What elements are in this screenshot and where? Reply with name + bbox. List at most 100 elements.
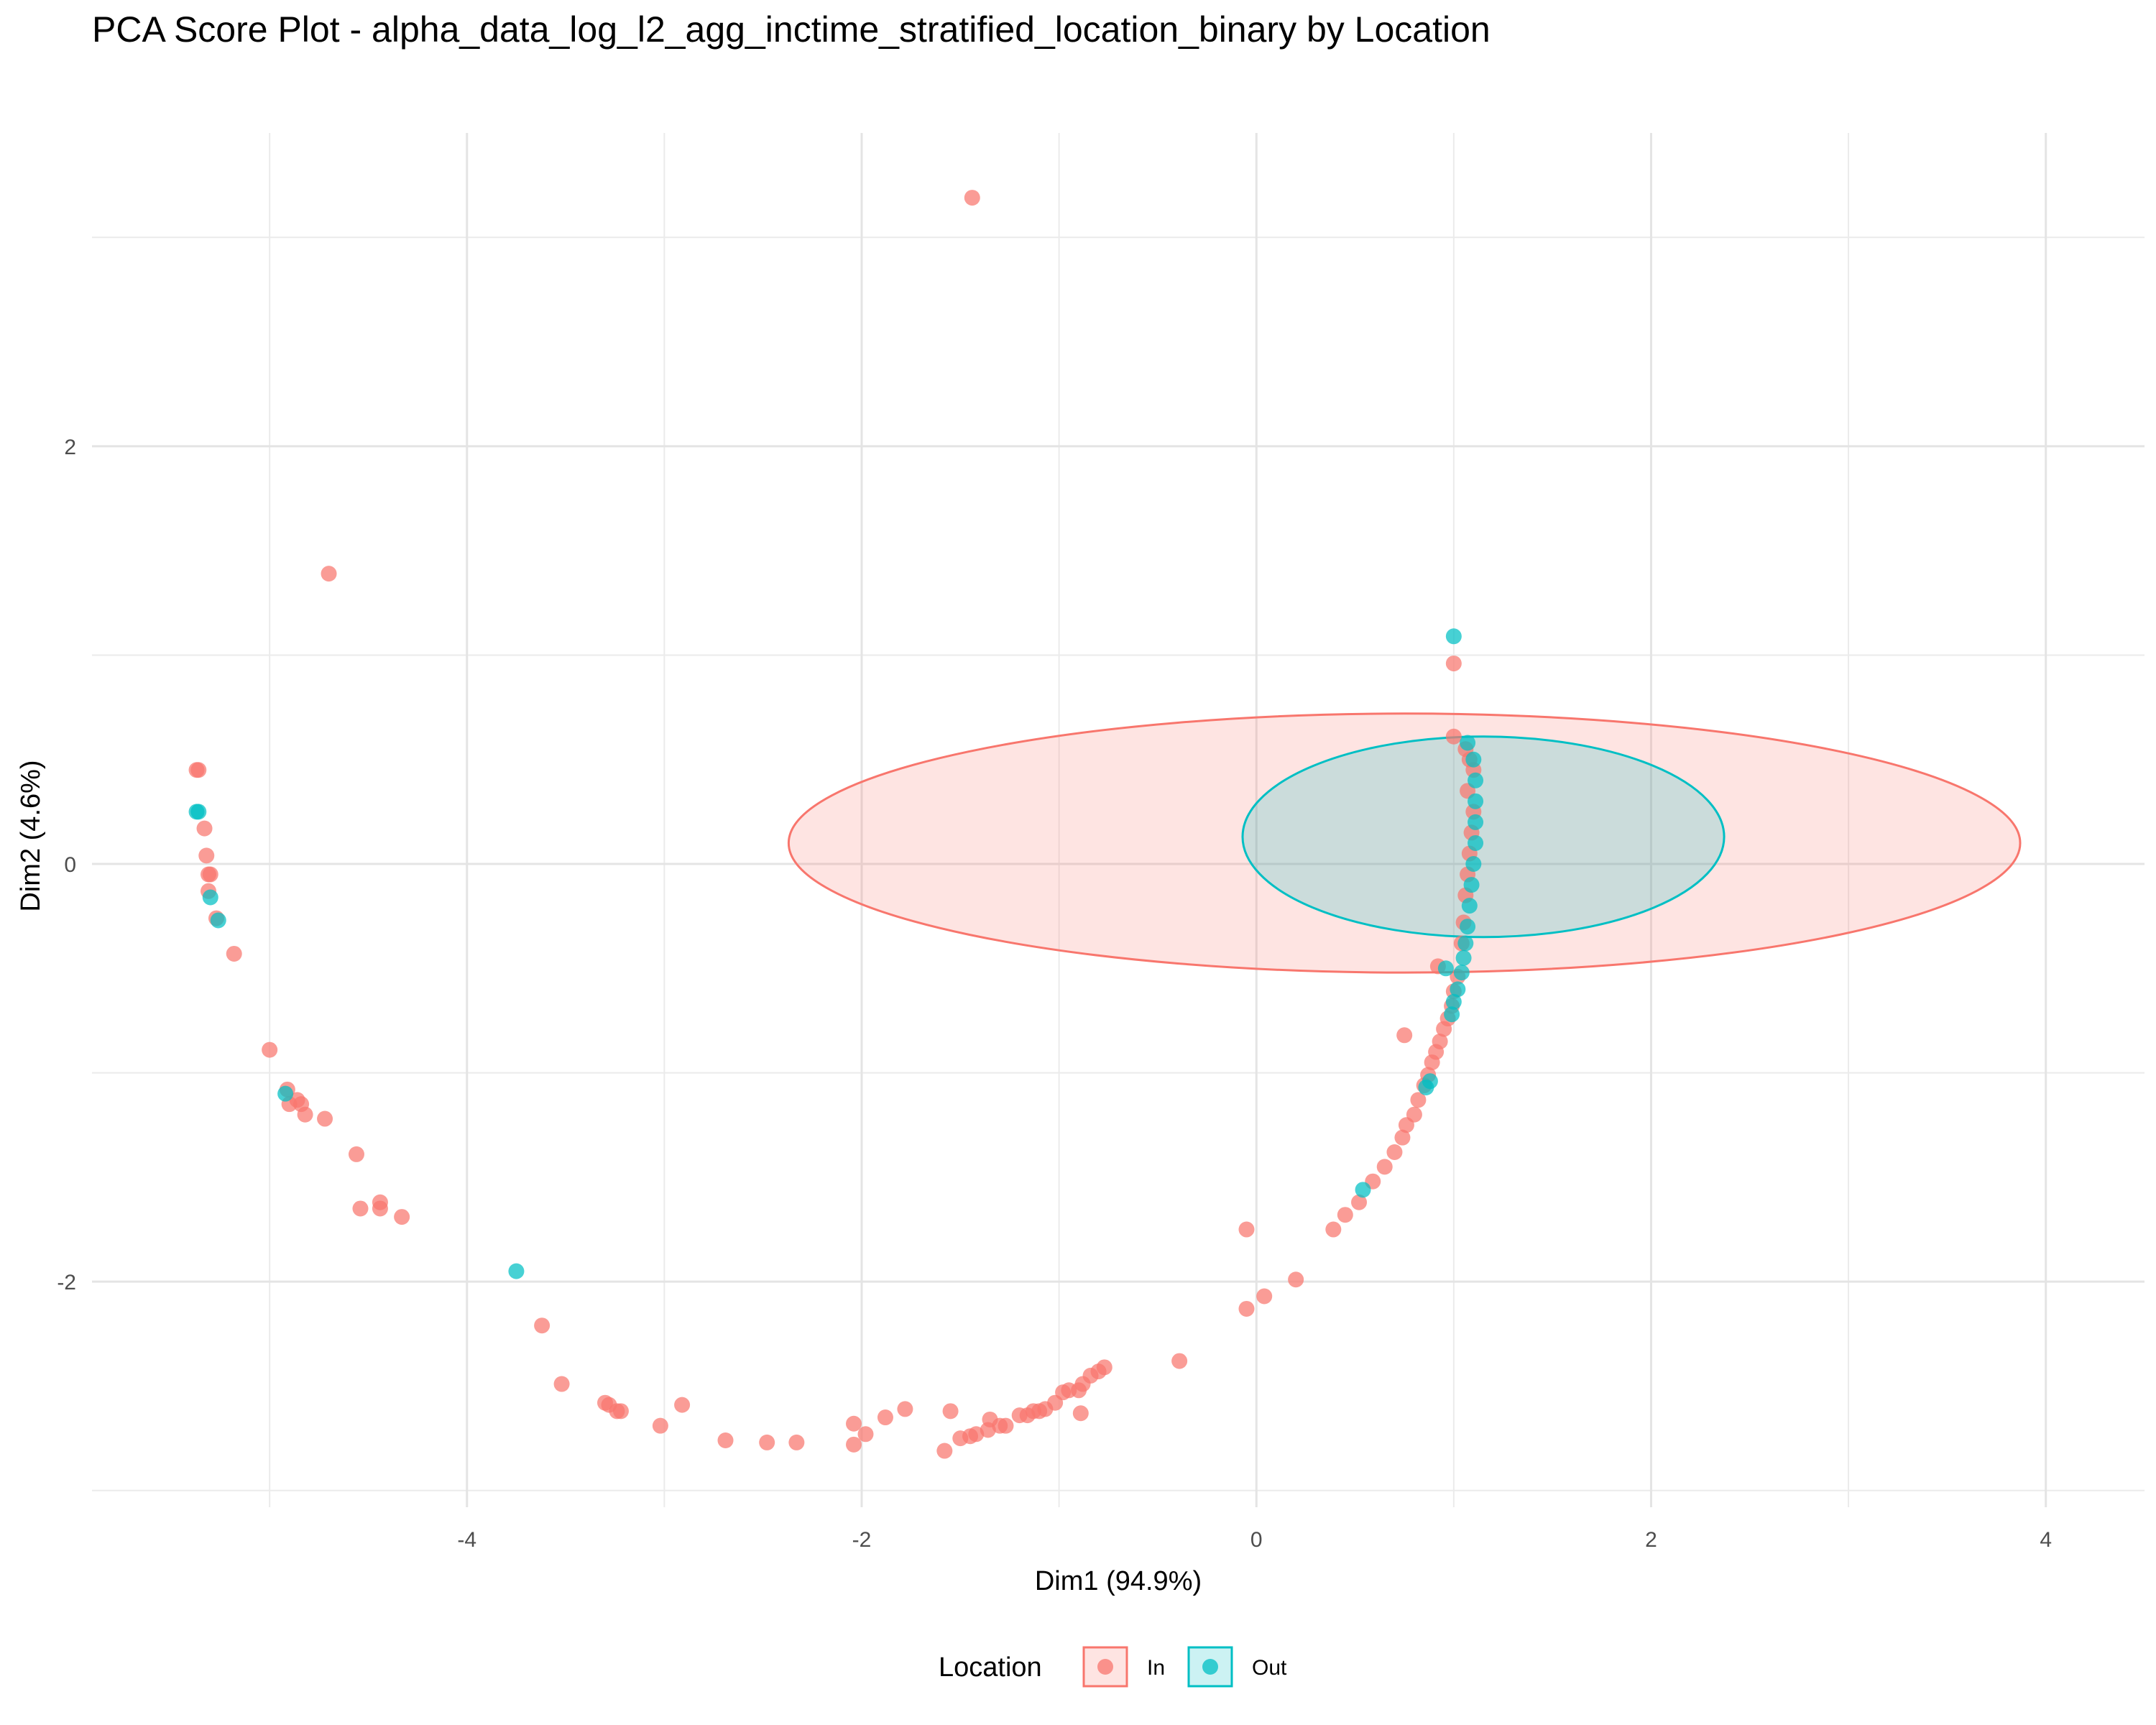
point-in xyxy=(1410,1092,1427,1108)
point-in xyxy=(1432,1034,1448,1050)
point-in xyxy=(372,1200,388,1217)
point-in xyxy=(846,1436,862,1453)
tick-labels: -4 -2 0 2 4 -2 0 2 xyxy=(57,436,2052,1552)
legend-label-in: In xyxy=(1147,1656,1165,1680)
point-in xyxy=(857,1426,874,1443)
chart-title: PCA Score Plot - alpha_data_log_l2_agg_i… xyxy=(92,9,1491,50)
point-in xyxy=(534,1317,550,1334)
point-out xyxy=(277,1085,294,1102)
point-in xyxy=(352,1200,369,1217)
x-tick-label: -2 xyxy=(852,1528,872,1552)
point-in xyxy=(1096,1359,1112,1376)
point-in xyxy=(1406,1106,1422,1123)
x-tick-label: 4 xyxy=(2040,1528,2052,1552)
legend-marker-in xyxy=(1097,1659,1113,1675)
point-out xyxy=(1465,751,1482,768)
ellipse-in xyxy=(787,712,2022,974)
gridlines xyxy=(92,133,2145,1507)
point-in xyxy=(1171,1353,1188,1369)
point-in xyxy=(1376,1159,1393,1175)
point-in xyxy=(297,1106,313,1123)
legend-title: Location xyxy=(939,1652,1042,1683)
point-out xyxy=(1468,793,1484,809)
point-in xyxy=(1238,1300,1255,1317)
point-in xyxy=(1386,1144,1403,1161)
point-in xyxy=(846,1415,862,1432)
point-out xyxy=(1468,772,1484,788)
x-tick-label: -4 xyxy=(457,1528,476,1552)
point-in xyxy=(1256,1288,1273,1305)
point-in xyxy=(188,762,205,778)
point-out xyxy=(1444,1006,1460,1023)
x-tick-label: 2 xyxy=(1645,1528,1657,1552)
y-tick-label: 2 xyxy=(64,436,76,459)
point-in xyxy=(1351,1194,1368,1210)
point-out xyxy=(1457,935,1474,952)
point-out xyxy=(1460,735,1476,751)
y-axis-title: Dim2 (4.6%) xyxy=(16,760,46,911)
point-out xyxy=(1460,919,1476,935)
point-in xyxy=(202,866,218,883)
x-axis-title: Dim1 (94.9%) xyxy=(1035,1566,1202,1596)
point-in xyxy=(759,1434,775,1450)
point-out xyxy=(508,1263,525,1279)
point-in xyxy=(788,1434,805,1450)
point-out xyxy=(1453,965,1470,981)
point-in xyxy=(936,1443,953,1459)
point-out xyxy=(1445,993,1462,1010)
point-in xyxy=(717,1432,734,1449)
point-out xyxy=(1422,1073,1438,1090)
point-in xyxy=(1337,1207,1353,1223)
point-out xyxy=(1463,877,1480,893)
point-out xyxy=(1355,1182,1371,1198)
point-in xyxy=(612,1403,629,1420)
point-in xyxy=(897,1401,913,1417)
point-in xyxy=(877,1409,893,1426)
point-in xyxy=(196,820,213,837)
data-points xyxy=(188,190,1484,1459)
point-out xyxy=(1450,981,1466,998)
legend-marker-out xyxy=(1202,1659,1218,1675)
y-tick-label: -2 xyxy=(57,1271,76,1294)
point-out xyxy=(210,912,226,929)
ellipse-out xyxy=(1241,735,1726,939)
point-in xyxy=(1072,1405,1089,1422)
point-out xyxy=(1465,856,1482,873)
confidence-ellipses xyxy=(787,712,2022,974)
point-in xyxy=(348,1146,364,1162)
point-in xyxy=(674,1397,691,1413)
point-in xyxy=(1238,1221,1255,1238)
point-in xyxy=(198,847,215,864)
point-in xyxy=(394,1209,410,1225)
legend-label-out: Out xyxy=(1252,1656,1287,1680)
point-in xyxy=(942,1403,959,1420)
y-tick-label: 0 xyxy=(64,853,76,877)
x-tick-label: 0 xyxy=(1250,1528,1263,1552)
point-in xyxy=(553,1376,570,1392)
point-out xyxy=(1445,628,1462,645)
point-out xyxy=(188,804,205,820)
point-in xyxy=(321,566,337,582)
point-in xyxy=(226,945,242,962)
point-out xyxy=(1455,949,1472,966)
point-in xyxy=(652,1417,668,1434)
point-in xyxy=(1325,1221,1342,1238)
point-out xyxy=(1468,834,1484,851)
point-in xyxy=(317,1110,333,1127)
point-in xyxy=(1445,656,1462,672)
point-in xyxy=(998,1417,1014,1434)
point-in xyxy=(1394,1129,1411,1146)
legend-key-out xyxy=(1187,1646,1233,1688)
point-in xyxy=(1396,1027,1413,1044)
point-out xyxy=(202,889,218,906)
point-in xyxy=(262,1041,278,1058)
point-out xyxy=(1437,960,1454,977)
point-in xyxy=(1288,1271,1304,1288)
point-in xyxy=(964,190,980,206)
point-out xyxy=(1461,898,1478,914)
point-in xyxy=(1445,728,1462,745)
point-out xyxy=(1468,814,1484,830)
legend: Location In Out xyxy=(939,1646,1287,1688)
